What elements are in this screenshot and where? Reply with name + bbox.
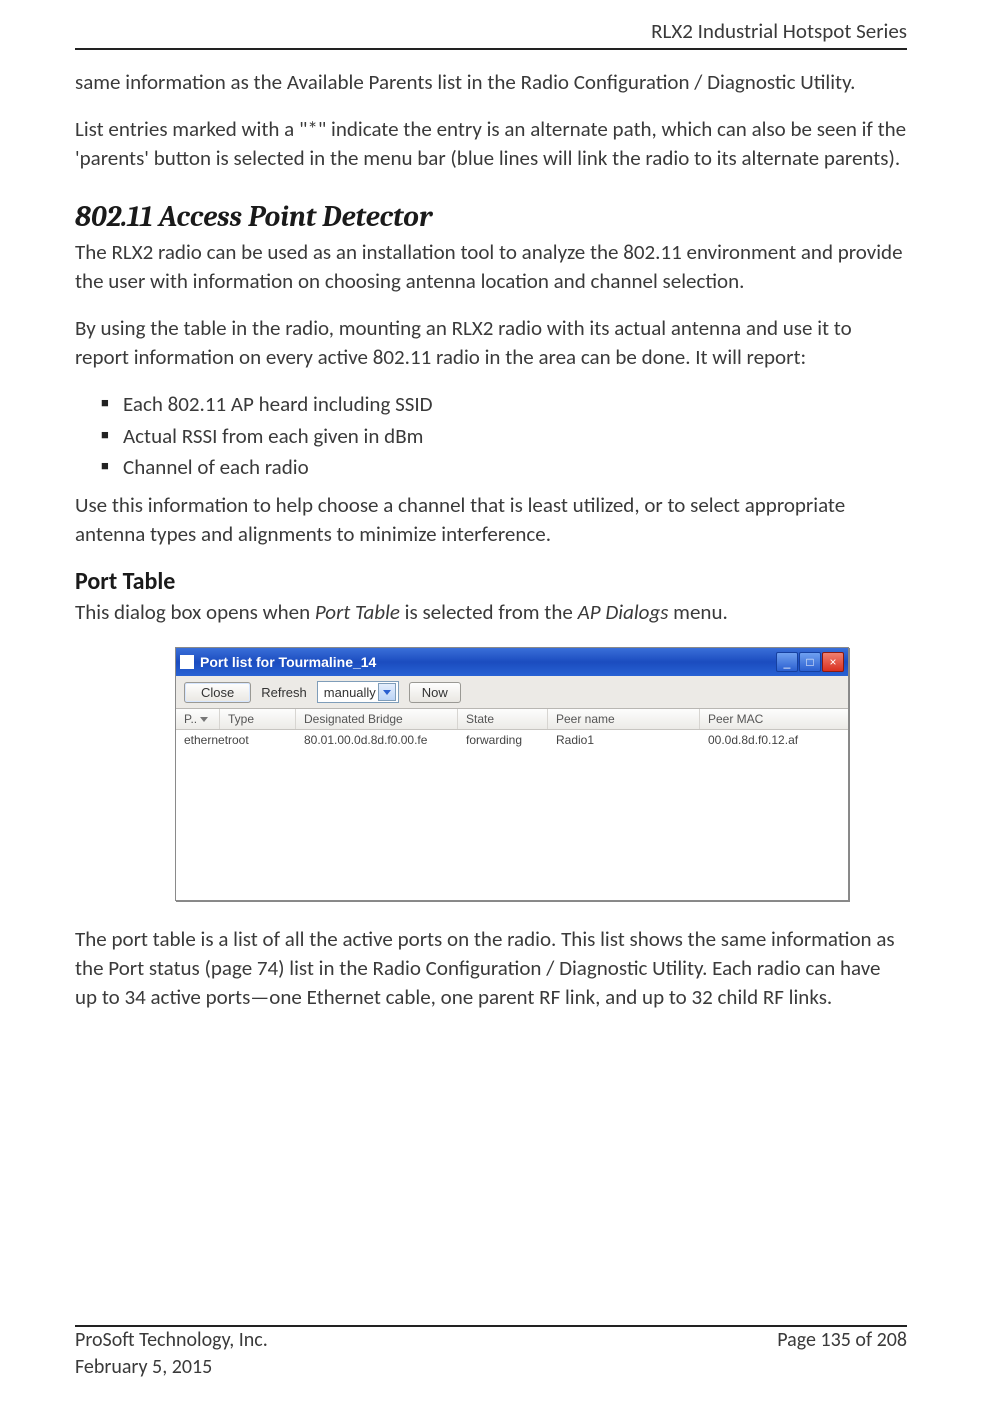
col-state[interactable]: State <box>458 709 548 729</box>
port-list-window: Port list for Tourmaline_14 _ □ × Close … <box>175 647 849 901</box>
heading-ap-detector: 802.11 Access Point Detector <box>75 201 907 234</box>
cell-peer: Radio1 <box>548 730 700 750</box>
refresh-select-value: manually <box>324 685 376 700</box>
chevron-down-icon <box>378 683 396 701</box>
header-rule <box>75 48 907 50</box>
para-continuation: same information as the Available Parent… <box>75 68 907 97</box>
footer-company: ProSoft Technology, Inc. <box>75 1327 268 1354</box>
maximize-button[interactable]: □ <box>799 652 821 672</box>
column-headers: P.. Type Designated Bridge State Peer na… <box>176 709 848 730</box>
port-intro-text: menu. <box>668 599 727 625</box>
page-footer: ProSoft Technology, Inc. February 5, 201… <box>75 1327 907 1381</box>
cell-state: forwarding <box>458 730 548 750</box>
body-content: same information as the Available Parent… <box>75 68 907 1030</box>
list-item: Actual RSSI from each given in dBm <box>101 422 907 452</box>
list-item: Each 802.11 AP heard including SSID <box>101 390 907 420</box>
ap-paragraph-3: Use this information to help choose a ch… <box>75 491 907 549</box>
para-asterisk-note: List entries marked with a "*" indicate … <box>75 115 907 173</box>
port-after-paragraph: The port table is a list of all the acti… <box>75 925 907 1012</box>
window-title: Port list for Tourmaline_14 <box>200 654 776 670</box>
app-icon <box>180 655 194 669</box>
footer-page: Page 135 of 208 <box>777 1327 907 1381</box>
list-item: Channel of each radio <box>101 453 907 483</box>
window-buttons: _ □ × <box>776 652 844 672</box>
toolbar: Close Refresh manually Now <box>176 676 848 709</box>
col-peer[interactable]: Peer name <box>548 709 700 729</box>
now-button[interactable]: Now <box>409 682 461 703</box>
footer-date: February 5, 2015 <box>75 1354 268 1381</box>
window-close-button[interactable]: × <box>822 652 844 672</box>
ap-bullet-list: Each 802.11 AP heard including SSID Actu… <box>75 390 907 483</box>
table-row[interactable]: ethernet root 80.01.00.0d.8d.f0.00.fe fo… <box>176 730 848 750</box>
col-mac[interactable]: Peer MAC <box>700 709 844 729</box>
port-intro: This dialog box opens when Port Table is… <box>75 598 907 627</box>
refresh-label: Refresh <box>261 685 307 700</box>
cell-type: root <box>220 730 296 750</box>
refresh-select[interactable]: manually <box>317 681 399 703</box>
cell-bridge: 80.01.00.0d.8d.f0.00.fe <box>296 730 458 750</box>
close-button[interactable]: Close <box>184 682 251 703</box>
port-intro-text: This dialog box opens when <box>75 599 315 625</box>
minimize-button[interactable]: _ <box>776 652 798 672</box>
ap-paragraph-2: By using the table in the radio, mountin… <box>75 314 907 372</box>
port-intro-italic-2: AP Dialogs <box>578 599 669 625</box>
window-titlebar[interactable]: Port list for Tourmaline_14 _ □ × <box>176 648 848 676</box>
footer-left: ProSoft Technology, Inc. February 5, 201… <box>75 1327 268 1381</box>
port-intro-text: is selected from the <box>400 599 578 625</box>
col-bridge[interactable]: Designated Bridge <box>296 709 458 729</box>
table-body: ethernet root 80.01.00.0d.8d.f0.00.fe fo… <box>176 730 848 900</box>
ap-paragraph-1: The RLX2 radio can be used as an install… <box>75 238 907 296</box>
cell-p: ethernet <box>176 730 220 750</box>
port-intro-italic-1: Port Table <box>315 599 400 625</box>
heading-port-table: Port Table <box>75 567 907 596</box>
col-p[interactable]: P.. <box>176 709 220 729</box>
cell-mac: 00.0d.8d.f0.12.af <box>700 730 844 750</box>
col-type[interactable]: Type <box>220 709 296 729</box>
page-header-series: RLX2 Industrial Hotspot Series <box>651 18 907 44</box>
